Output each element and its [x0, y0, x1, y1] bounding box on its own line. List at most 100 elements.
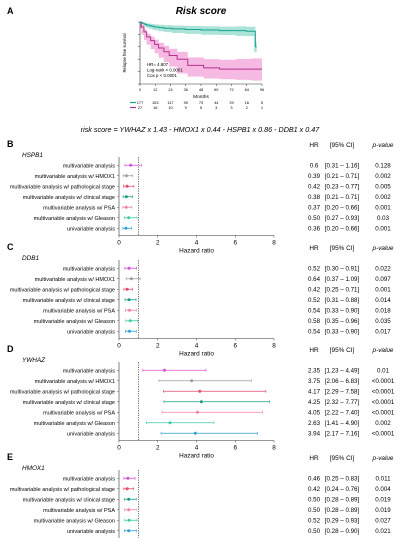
gene-label: HSPB1 [22, 152, 43, 159]
forest-xlabel: Hazard ratio [179, 453, 214, 460]
row-label: univariable analysis [67, 431, 115, 437]
risk-table-cell: 3 [215, 105, 217, 110]
col-header-p: p-value [372, 245, 394, 252]
col-header-ci: [95% CI] [330, 455, 355, 462]
p-value: 0.017 [375, 328, 391, 335]
risk-table-cell: 5 [261, 100, 263, 105]
km-xtick-label-4: 48 [199, 88, 203, 92]
p-value: 0.011 [375, 475, 391, 482]
km-xtick-label-7: 84 [245, 88, 249, 92]
hr-point [168, 421, 172, 425]
hr-point [125, 487, 129, 491]
forest-panel-b: B HSPB1 HR [95% CI] p-value multivariable ana… [7, 139, 394, 255]
hr-value: 0.52 [308, 297, 321, 304]
km-xtick-label-5: 60 [214, 88, 218, 92]
row-label: multivariable analysis w/ PSA [43, 308, 115, 314]
x-tick-label: 8 [272, 343, 276, 350]
km-ylabel: Relapse free survival [122, 33, 127, 72]
risk-table-cell: 9 [185, 105, 187, 110]
col-header-p: p-value [372, 455, 394, 462]
risk-table-cell: 73 [199, 100, 203, 105]
row-label: multivariable analysis w/ Gleason [34, 421, 115, 427]
risk-table-cell: 117 [167, 100, 173, 105]
forest-panel-e: E HMOX1 HR [95% CI] p-value multivariable ana… [7, 452, 394, 538]
row-label: univariable analysis [67, 226, 115, 232]
hr-value: 0.50 [308, 528, 321, 535]
panel-letter-b: B [7, 139, 14, 149]
ci-value: [0.25 – 0.71] [325, 286, 360, 293]
km-xtick-label-1: 12 [153, 88, 157, 92]
p-value: 0.001 [375, 225, 391, 232]
p-value: 0.128 [375, 162, 391, 169]
risk-table-cell: 90 [184, 100, 189, 105]
km-band-high [140, 22, 257, 53]
ci-value: [2.29 – 7.58] [325, 388, 360, 395]
panel-letter-d: D [7, 344, 14, 354]
row-label: multivariable analysis w/ HMOX1 [35, 277, 115, 283]
ci-value: [0.28 – 0.89] [325, 496, 360, 503]
hr-point [199, 400, 203, 404]
x-tick-label: 4 [195, 240, 199, 247]
risk-table-cell: 3 [230, 105, 232, 110]
hr-value: 3.75 [308, 378, 321, 385]
km-title: Risk score [176, 6, 227, 17]
risk-table-cell: 16 [245, 100, 249, 105]
col-header-p: p-value [372, 347, 394, 354]
hr-point [127, 298, 131, 302]
hr-point [127, 508, 131, 512]
hr-value: 0.50 [308, 215, 321, 222]
row-label: multivariable analysis w/ Gleason [34, 518, 115, 524]
hr-point [129, 277, 133, 281]
hr-point [127, 497, 131, 501]
p-value: 0.001 [375, 286, 391, 293]
p-value: 0.002 [375, 194, 391, 201]
x-tick-label: 6 [233, 240, 237, 247]
hr-point [124, 205, 128, 209]
row-label: multivariable analysis w/ Gleason [34, 319, 115, 325]
x-tick-label: 0 [117, 445, 121, 452]
row-label: multivariable analysis w/ Gleason [34, 216, 115, 222]
km-xtick-label-0: 0 [139, 88, 141, 92]
ci-value: [0.29 – 0.93] [325, 517, 360, 524]
row-label: multivariable analysis w/ clinical stage [23, 298, 115, 304]
row-label: multivariable analysis [63, 163, 116, 169]
ci-value: [0.30 – 0.91] [325, 265, 360, 272]
row-label: multivariable analysis w/ PSA [43, 410, 115, 416]
hr-point [193, 431, 197, 435]
p-value: 0.03 [377, 215, 390, 222]
p-value: <0.0001 [372, 430, 395, 437]
x-tick-label: 4 [195, 343, 199, 350]
hr-value: 0.54 [308, 328, 321, 335]
hr-value: 0.42 [308, 286, 321, 293]
hr-value: 4.17 [308, 388, 321, 395]
row-label: univariable analysis [67, 529, 115, 535]
km-xtick-label-8: 96 [260, 88, 264, 92]
hr-value: 4.25 [308, 399, 321, 406]
ci-value: [0.31 – 0.88] [325, 297, 360, 304]
x-tick-label: 0 [117, 343, 121, 350]
hr-value: 0.6 [310, 162, 319, 169]
hr-value: 0.46 [308, 475, 321, 482]
row-label: multivariable analysis w/ pathological s… [10, 287, 115, 293]
hr-point [195, 410, 199, 414]
ci-value: [2.06 – 6.83] [325, 378, 360, 385]
x-tick-label: 0 [117, 240, 121, 247]
ci-value: [0.20 – 0.66] [325, 225, 360, 232]
risk-table-cell: 16 [153, 105, 157, 110]
x-tick-label: 4 [195, 445, 199, 452]
km-line-high [140, 21, 257, 48]
p-value: 0.018 [375, 307, 391, 314]
x-tick-label: 2 [156, 445, 160, 452]
x-tick-label: 8 [272, 445, 276, 452]
risk-table-cell: 5 [200, 105, 202, 110]
hr-point [125, 184, 129, 188]
hr-value: 3.94 [308, 430, 321, 437]
ci-value: [1.41 – 4.90] [325, 420, 360, 427]
row-label: multivariable analysis w/ HMOX1 [35, 379, 115, 385]
p-value: 0.014 [375, 297, 391, 304]
hr-point [125, 287, 129, 291]
ci-value: [0.35 – 0.96] [325, 318, 360, 325]
ci-value: [2.17 – 7.16] [325, 430, 360, 437]
p-value: 0.019 [375, 496, 391, 503]
row-label: multivariable analysis w/ pathological s… [10, 389, 115, 395]
